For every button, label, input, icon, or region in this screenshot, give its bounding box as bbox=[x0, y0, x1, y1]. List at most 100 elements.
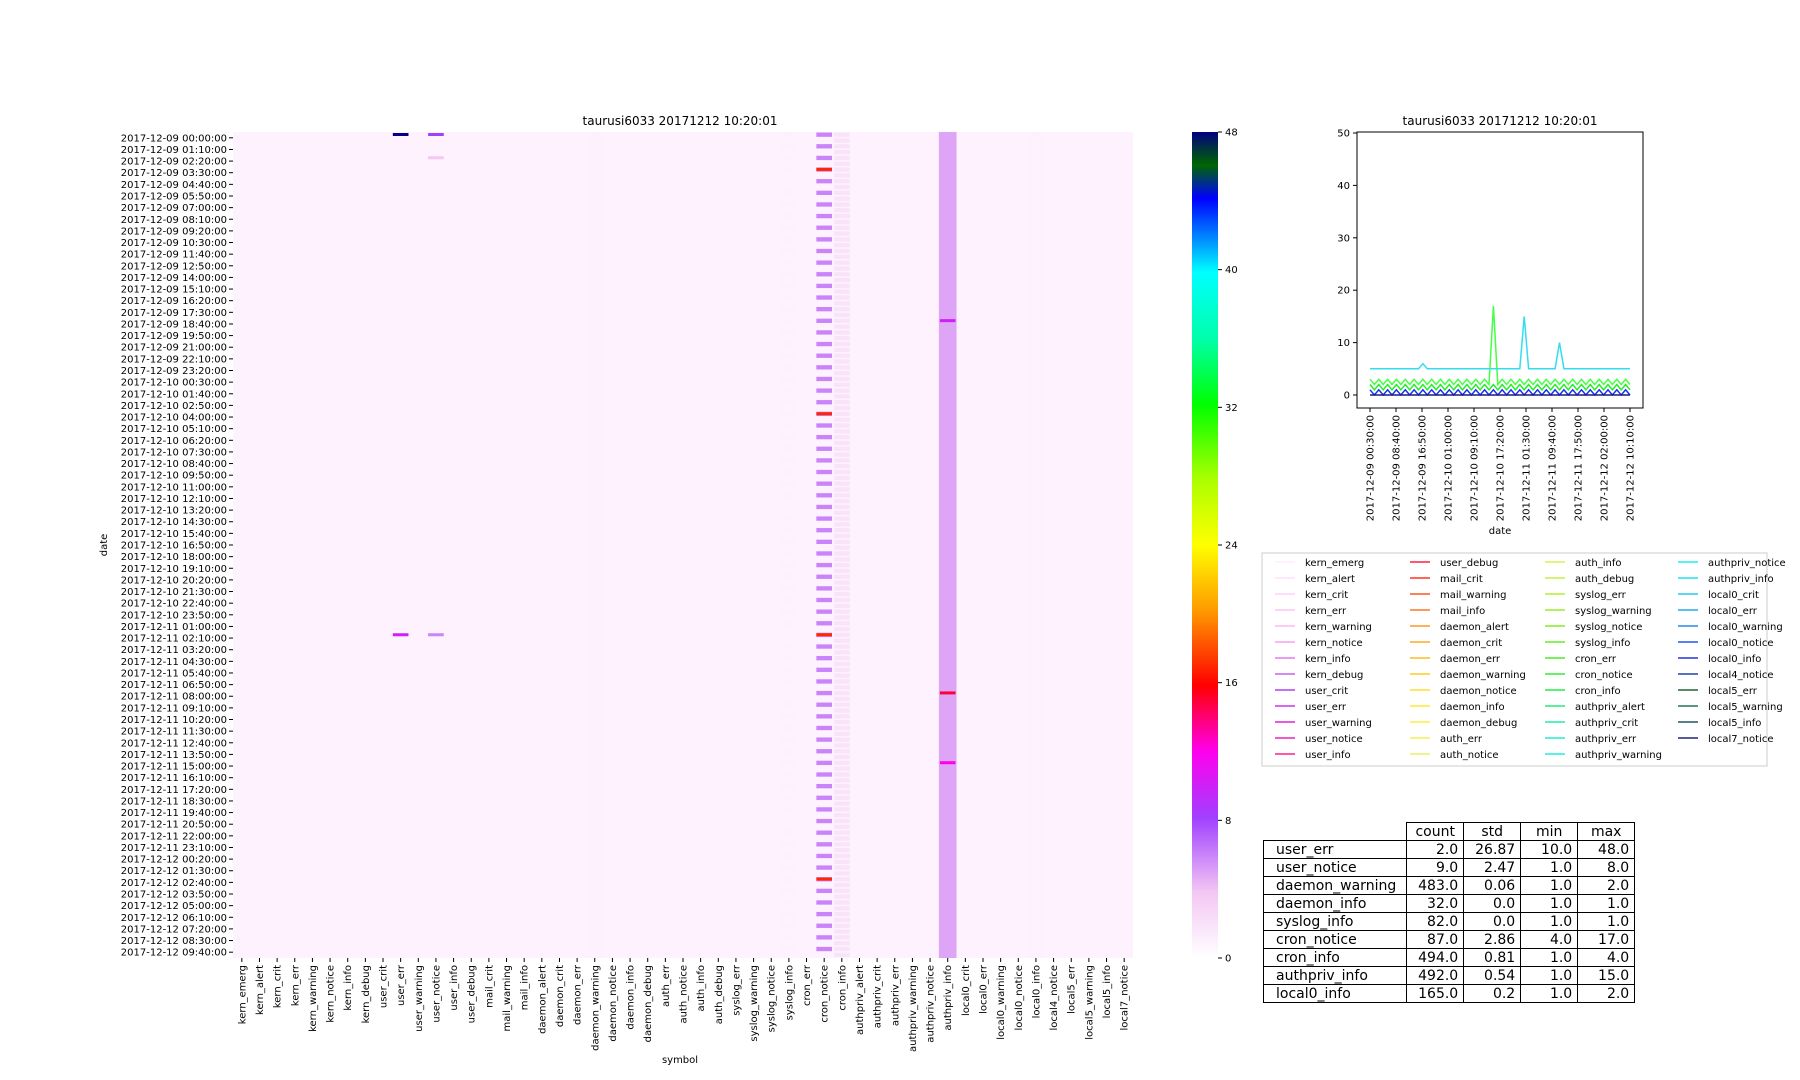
heatmap-cell bbox=[1028, 615, 1044, 620]
heatmap-x-tick-label: authpriv_crit bbox=[873, 965, 884, 1028]
heatmap-x-tick-label: local0_info bbox=[1031, 965, 1042, 1018]
heatmap-cell bbox=[781, 760, 797, 766]
heatmap-cell bbox=[834, 644, 850, 649]
heatmap-y-tick-label: 2017-12-10 12:10:00 bbox=[121, 494, 227, 505]
heatmap-cell bbox=[1028, 208, 1044, 213]
heatmap-cell bbox=[1028, 266, 1044, 271]
heatmap-cell bbox=[834, 353, 850, 358]
heatmap-cell bbox=[816, 795, 832, 800]
legend-label: local7_notice bbox=[1708, 734, 1773, 745]
heatmap-cell bbox=[816, 400, 832, 405]
heatmap-background bbox=[233, 132, 1133, 958]
heatmap-cell bbox=[1028, 493, 1044, 498]
heatmap-cell bbox=[834, 568, 850, 574]
heatmap-cell bbox=[834, 853, 850, 859]
heatmap-cell bbox=[1028, 638, 1044, 643]
heatmap-cell bbox=[834, 266, 850, 271]
heatmap-cells bbox=[233, 132, 1133, 958]
cell: 1.0 bbox=[1520, 912, 1579, 931]
line-chart-x-label: date bbox=[1489, 526, 1512, 537]
heatmap-cell bbox=[834, 743, 850, 748]
heatmap-cell bbox=[781, 248, 797, 254]
line-x-tick-label: 2017-12-10 01:00:00 bbox=[1444, 415, 1455, 521]
heatmap-cell bbox=[816, 551, 832, 556]
heatmap-cell bbox=[781, 469, 797, 475]
heatmap-cell bbox=[834, 696, 850, 702]
legend-label: kern_notice bbox=[1305, 638, 1363, 649]
row-label: authpriv_info bbox=[1262, 966, 1408, 985]
legend-label: authpriv_err bbox=[1575, 734, 1637, 745]
heatmap-cell bbox=[834, 161, 850, 166]
heatmap-cell bbox=[781, 225, 797, 230]
heatmap-cell bbox=[834, 946, 850, 952]
table-row: daemon_warning 483.0 0.06 1.0 2.0 bbox=[1262, 876, 1636, 895]
colorbar-tick-label: 8 bbox=[1225, 816, 1231, 827]
heatmap-cell bbox=[1028, 592, 1044, 597]
heatmap-cell bbox=[781, 376, 797, 382]
heatmap-cell bbox=[816, 946, 832, 952]
heatmap-cell bbox=[1028, 464, 1044, 469]
heatmap-cell bbox=[1028, 813, 1044, 818]
heatmap-cell bbox=[834, 376, 850, 382]
cell: 0.0 bbox=[1463, 912, 1522, 931]
heatmap-cell bbox=[834, 434, 850, 440]
heatmap-cell bbox=[834, 557, 850, 562]
heatmap-y-tick-label: 2017-12-11 18:30:00 bbox=[121, 796, 227, 807]
heatmap-cell bbox=[834, 411, 850, 417]
heatmap-cell bbox=[834, 551, 850, 556]
legend-label: user_err bbox=[1305, 702, 1347, 713]
heatmap-cell bbox=[1028, 789, 1044, 795]
heatmap-cell bbox=[834, 690, 850, 696]
heatmap-cell bbox=[781, 656, 797, 661]
heatmap-cell bbox=[834, 783, 850, 789]
heatmap-cell bbox=[834, 685, 850, 690]
heatmap-cell bbox=[1028, 405, 1044, 411]
heatmap-cell bbox=[1028, 254, 1044, 259]
heatmap-cell bbox=[1028, 574, 1044, 579]
heatmap-cell bbox=[816, 307, 832, 312]
heatmap-cell bbox=[834, 673, 850, 678]
colorbar-tick-label: 24 bbox=[1225, 541, 1238, 552]
heatmap-cell bbox=[1028, 522, 1044, 527]
heatmap-y-tick-label: 2017-12-11 03:20:00 bbox=[121, 645, 227, 656]
heatmap-cell bbox=[834, 225, 850, 230]
legend-label: local5_warning bbox=[1708, 702, 1783, 713]
heatmap-cell bbox=[1028, 440, 1044, 446]
heatmap-x-tick-label: authpriv_warning bbox=[908, 965, 919, 1052]
heatmap-cell bbox=[1028, 824, 1044, 830]
heatmap-cell bbox=[816, 423, 832, 428]
legend-label: user_info bbox=[1305, 750, 1351, 761]
heatmap-y-tick-label: 2017-12-12 05:00:00 bbox=[121, 901, 227, 912]
heatmap-cell bbox=[781, 190, 797, 195]
heatmap-cell bbox=[834, 231, 850, 236]
heatmap-cell bbox=[834, 859, 850, 864]
heatmap-cell bbox=[1028, 760, 1044, 766]
cell: 2.86 bbox=[1463, 930, 1522, 949]
heatmap-cell bbox=[834, 219, 850, 225]
heatmap-x-tick-label: mail_info bbox=[520, 965, 531, 1010]
heatmap-cell bbox=[1028, 504, 1044, 510]
heatmap-cell bbox=[816, 167, 832, 171]
heatmap-cell bbox=[781, 574, 797, 579]
heatmap-cell bbox=[834, 749, 850, 754]
table-row: authpriv_info 492.0 0.54 1.0 15.0 bbox=[1262, 966, 1636, 985]
heatmap-cell bbox=[816, 225, 832, 230]
heatmap-cell bbox=[834, 347, 850, 353]
heatmap-cell bbox=[781, 830, 797, 835]
legend-label: authpriv_notice bbox=[1708, 558, 1786, 569]
line-series-authpriv_info bbox=[1370, 316, 1630, 370]
heatmap-cell bbox=[1028, 859, 1044, 864]
cell: 4.0 bbox=[1520, 930, 1579, 949]
heatmap-cell bbox=[834, 208, 850, 213]
heatmap-cell bbox=[834, 155, 850, 161]
heatmap-x-tick-label: local7_notice bbox=[1120, 965, 1131, 1030]
heatmap-cell bbox=[816, 853, 832, 859]
heatmap-cell bbox=[1028, 952, 1044, 957]
heatmap-cell bbox=[816, 679, 832, 684]
heatmap-cell bbox=[1028, 772, 1044, 777]
heatmap-cell bbox=[1028, 243, 1044, 248]
legend-label: user_crit bbox=[1305, 686, 1348, 697]
heatmap-y-tick-label: 2017-12-12 00:20:00 bbox=[121, 855, 227, 866]
legend-frame bbox=[1261, 552, 1768, 767]
heatmap-x-tick-label: authpriv_notice bbox=[926, 965, 937, 1043]
